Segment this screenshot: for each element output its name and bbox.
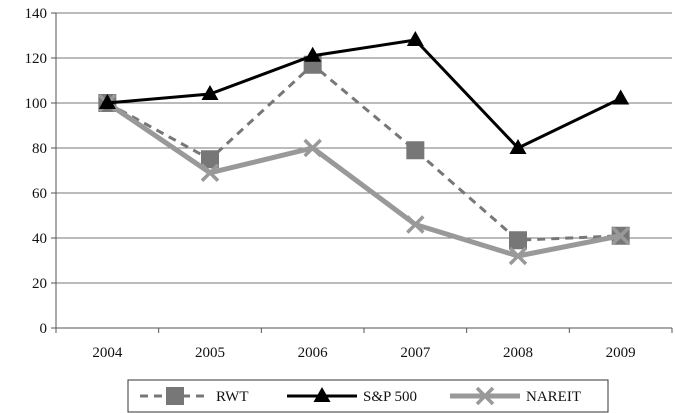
- point-nareit: [508, 246, 528, 266]
- y-tick-label: 20: [32, 276, 47, 292]
- legend-marker-s-p-500: [313, 387, 331, 402]
- y-tick-label: 100: [25, 96, 48, 112]
- point-s-p-500: [406, 31, 424, 46]
- y-tick-label: 60: [32, 186, 47, 202]
- series-s-p-500: [98, 31, 630, 154]
- point-s-p-500: [98, 94, 116, 109]
- x-tick-label: 2005: [195, 345, 225, 361]
- series-lines: [98, 31, 630, 266]
- x-axis-ticks: 2004 2005 2006 2007 2008 2009: [55, 328, 673, 361]
- point-nareit: [406, 215, 425, 234]
- legend-box: [127, 379, 609, 413]
- point-nareit: [611, 226, 630, 245]
- point-s-p-500: [509, 139, 527, 154]
- x-tick-label: 2008: [503, 345, 533, 361]
- point-nareit: [200, 163, 220, 182]
- point-rwt: [406, 141, 425, 160]
- legend-label-nareit: NAREIT: [526, 389, 581, 405]
- legend-marker-nareit: [475, 386, 495, 406]
- point-s-p-500: [612, 89, 630, 105]
- point-s-p-500: [304, 46, 322, 62]
- legend-label-s-p-500: S&P 500: [363, 389, 417, 405]
- point-s-p-500: [201, 85, 219, 100]
- point-rwt: [509, 231, 527, 250]
- line-rwt: [106, 62, 621, 242]
- x-tick-label: 2009: [606, 345, 636, 361]
- y-axis-ticks: 0 20 40 60 80 100 120 140: [25, 6, 56, 337]
- y-tick-label: 40: [32, 231, 47, 247]
- x-tick-label: 2007: [400, 345, 431, 361]
- line-nareit: [105, 100, 622, 259]
- series-nareit: [98, 93, 630, 266]
- y-tick-label: 80: [32, 141, 47, 157]
- point-rwt: [201, 150, 219, 169]
- x-tick-label: 2006: [298, 345, 329, 361]
- gridlines: [56, 12, 672, 284]
- y-tick-label: 140: [25, 6, 48, 22]
- line-s-p-500: [107, 38, 622, 150]
- y-tick-label: 120: [25, 51, 48, 67]
- point-nareit: [303, 138, 322, 158]
- axes: [55, 13, 672, 329]
- y-tick-label: 0: [40, 321, 48, 337]
- legend-marker-rwt: [166, 387, 184, 405]
- legend: RWT S&P 500 NAREIT: [127, 379, 609, 413]
- x-tick-label: 2004: [92, 345, 123, 361]
- legend-label-rwt: RWT: [216, 389, 249, 405]
